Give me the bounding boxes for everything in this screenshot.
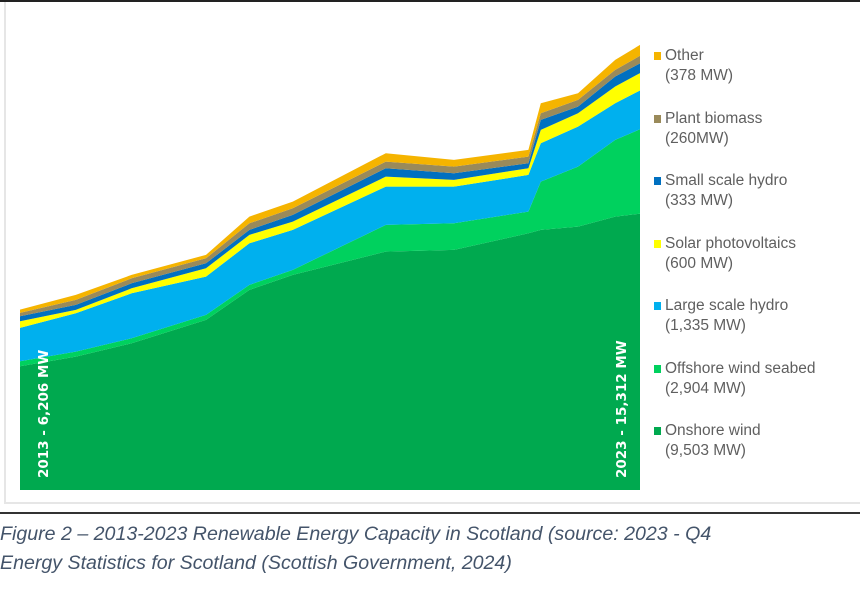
legend-item-small-scale-hydro: Small scale hydro (333 MW) [654, 171, 860, 234]
legend-value: (333 MW) [665, 192, 734, 209]
figure-frame [4, 2, 860, 504]
legend-item-other: Other (378 MW) [654, 46, 860, 109]
legend-swatch [654, 52, 661, 60]
end-annotation: 2023 - 15,312 MW [614, 340, 630, 478]
legend-item-offshore-wind-seabed: Offshore wind seabed (2,904 MW) [654, 359, 860, 422]
legend-label: Other [665, 47, 704, 64]
legend-item-onshore-wind: Onshore wind (9,503 MW) [654, 421, 860, 484]
caption-line-2: Energy Statistics for Scotland (Scottish… [0, 552, 512, 574]
legend-label: Small scale hydro [665, 172, 788, 189]
legend-item-plant-biomass: Plant biomass (260MW) [654, 109, 860, 172]
legend-label: Plant biomass [665, 109, 763, 127]
legend-label: Onshore wind [665, 422, 761, 439]
legend-swatch [654, 114, 661, 123]
stacked-area-chart: 2013 - 6,206 MW 2023 - 15,312 MW [20, 44, 640, 490]
legend-value: (600 MW) [665, 254, 734, 272]
legend-label: Large scale hydro [665, 297, 789, 314]
legend-value: (260MW) [665, 129, 729, 147]
top-rule [0, 0, 860, 2]
legend-value: (2,904 MW) [665, 379, 746, 397]
legend-swatch [654, 302, 661, 310]
legend-swatch [654, 427, 661, 435]
legend-item-large-scale-hydro: Large scale hydro (1,335 MW) [654, 296, 860, 359]
legend-swatch [654, 364, 661, 373]
start-annotation: 2013 - 6,206 MW [36, 350, 52, 478]
area-large-scale-hydro [20, 90, 640, 362]
figure-caption: Figure 2 – 2013-2023 Renewable Energy Ca… [0, 520, 860, 578]
legend-label: Offshore wind seabed [665, 359, 816, 377]
caption-line-1: Figure 2 – 2013-2023 Renewable Energy Ca… [0, 523, 712, 545]
legend-swatch [654, 177, 661, 185]
legend-value: (9,503 MW) [665, 442, 746, 459]
legend-label: Solar photovoltaics [665, 234, 796, 252]
caption-rule [0, 512, 860, 514]
legend-value: (378 MW) [665, 67, 734, 84]
legend-value: (1,335 MW) [665, 317, 746, 334]
legend: Other (378 MW) Plant biomass (260MW) Small s… [654, 46, 860, 484]
legend-swatch [654, 239, 661, 248]
area-onshore-wind [20, 213, 640, 490]
legend-item-solar-photovoltaics: Solar photovoltaics (600 MW) [654, 234, 860, 297]
